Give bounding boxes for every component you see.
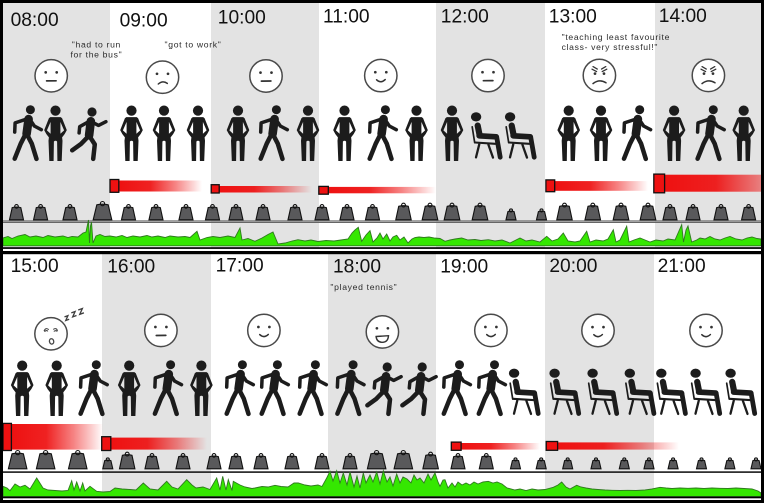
svg-text:19:00: 19:00: [440, 257, 488, 278]
svg-text:14:00: 14:00: [659, 6, 707, 27]
svg-text:for the bus": for the bus": [70, 49, 122, 59]
svg-text:16:00: 16:00: [107, 257, 155, 278]
svg-text:"got to work": "got to work": [165, 40, 222, 50]
svg-text:class- very stressful!": class- very stressful!": [562, 42, 659, 52]
svg-text:11:00: 11:00: [323, 7, 370, 28]
svg-text:13:00: 13:00: [549, 6, 597, 27]
svg-text:10:00: 10:00: [218, 8, 266, 29]
svg-text:21:00: 21:00: [658, 256, 706, 277]
svg-text:08:00: 08:00: [11, 10, 59, 31]
svg-text:12:00: 12:00: [441, 7, 489, 28]
svg-text:15:00: 15:00: [11, 256, 59, 277]
svg-text:09:00: 09:00: [120, 10, 168, 31]
svg-text:"teaching least favourite: "teaching least favourite: [562, 32, 670, 42]
svg-text:"had to run: "had to run: [72, 40, 121, 50]
svg-text:17:00: 17:00: [216, 256, 264, 277]
svg-text:18:00: 18:00: [333, 257, 381, 278]
svg-text:"played tennis": "played tennis": [330, 282, 397, 292]
svg-text:20:00: 20:00: [549, 256, 597, 277]
